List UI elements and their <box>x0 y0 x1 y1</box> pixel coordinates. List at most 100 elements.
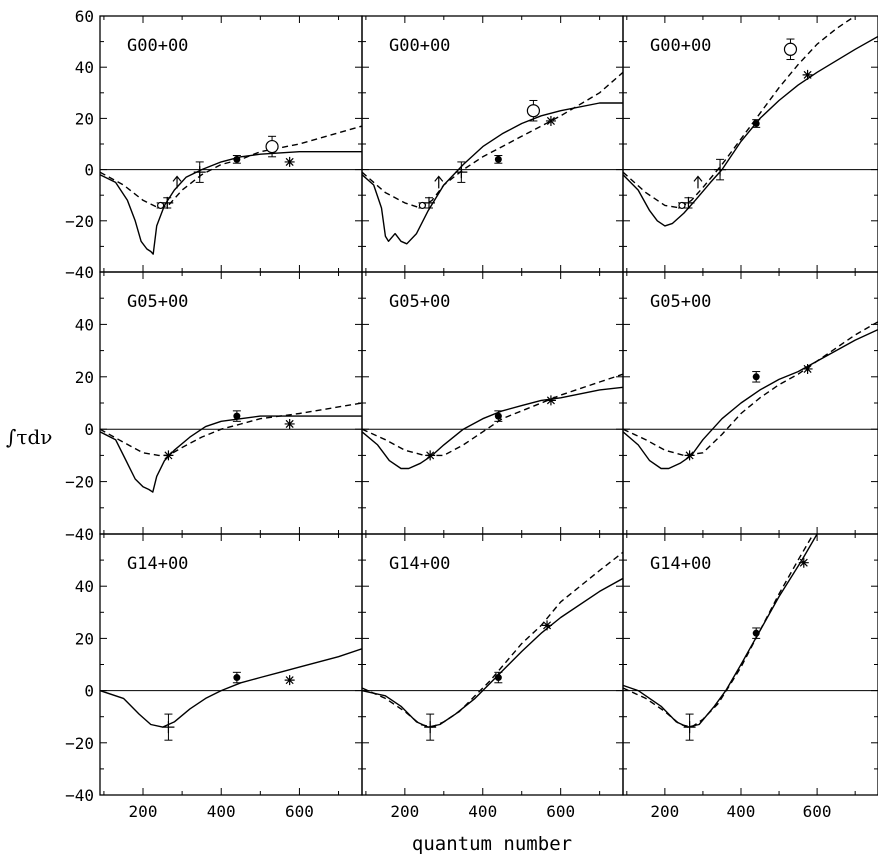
y-tick-label: −20 <box>65 212 94 231</box>
x-tick-label: 400 <box>207 802 236 821</box>
y-tick-label: 0 <box>84 682 94 701</box>
marker-star <box>802 69 813 80</box>
marker-plus <box>193 166 206 179</box>
panel-label: G05+00 <box>389 292 450 312</box>
y-tick-label: 40 <box>75 577 94 596</box>
y-tick-label: −20 <box>65 473 94 492</box>
marker-star <box>284 418 295 429</box>
x-tick-label: 400 <box>727 802 756 821</box>
y-tick-label: 20 <box>75 109 94 128</box>
panel-label: G05+00 <box>127 292 188 312</box>
panel-1-1: G05+00 <box>361 271 624 535</box>
marker-filled-circle <box>752 373 760 381</box>
model-curve-dashed <box>623 534 814 728</box>
marker-open-circle <box>678 201 686 210</box>
y-tick-label: 40 <box>75 315 94 334</box>
panel-label: G14+00 <box>389 554 450 574</box>
y-tick-label: −20 <box>65 734 94 753</box>
panel-label: G00+00 <box>127 36 188 56</box>
marker-plus <box>682 196 695 209</box>
marker-plus <box>714 163 727 176</box>
panel-label: G14+00 <box>127 554 188 574</box>
marker-plus <box>424 721 437 734</box>
panel-0-0: G00+00 <box>99 15 363 273</box>
panel-curves <box>623 321 878 470</box>
y-tick-label: −40 <box>65 786 94 805</box>
x-tick-label: 200 <box>650 802 679 821</box>
model-curve-solid <box>623 534 818 728</box>
y-tick-label: 20 <box>75 368 94 387</box>
model-curve-dashed <box>362 71 623 209</box>
marker-open-circle <box>418 201 426 210</box>
y-tick-label: 40 <box>75 58 94 77</box>
y-tick-label: −40 <box>65 525 94 544</box>
model-curve-dashed <box>100 402 362 457</box>
panel-0-2: G00+00 <box>622 15 878 273</box>
panels: G00+00 −40 −20 0 20 40 60 G00+00 G00+00 G05+00 −40… <box>65 7 878 821</box>
x-tick-label: 600 <box>803 802 832 821</box>
marker-open-circle <box>157 201 165 210</box>
panel-curves <box>623 534 818 741</box>
panel-curves <box>623 16 878 227</box>
panel-label: G14+00 <box>650 554 711 574</box>
y-tick-label: 60 <box>75 7 94 26</box>
marker-open-circle <box>265 139 279 154</box>
panel-curves <box>362 551 623 741</box>
panel-curves <box>100 125 362 255</box>
y-tick-label: 0 <box>84 161 94 180</box>
marker-plus <box>162 721 175 734</box>
model-curve-solid <box>362 102 623 245</box>
model-curve-dashed <box>362 373 623 457</box>
panel-2-0: G14+00 <box>99 533 363 796</box>
panel-curves <box>362 373 623 470</box>
x-tick-label: 200 <box>390 802 419 821</box>
marker-star <box>284 156 295 167</box>
marker-open-circle <box>783 42 798 56</box>
panel-label: G00+00 <box>389 36 450 56</box>
marker-filled-circle <box>233 155 241 163</box>
model-curve-solid <box>100 415 362 493</box>
marker-star <box>545 115 556 126</box>
marker-star <box>284 675 295 686</box>
marker-open-circle <box>526 104 541 118</box>
marker-filled-circle <box>233 412 241 420</box>
marker-plus <box>455 166 468 179</box>
marker-star <box>798 557 809 568</box>
model-curve-solid <box>362 386 623 470</box>
marker-star <box>802 363 813 374</box>
x-tick-label: 200 <box>129 802 158 821</box>
panel-curves <box>362 71 623 245</box>
y-tick-label: 0 <box>84 420 94 439</box>
model-curve-solid <box>623 35 878 227</box>
x-tick-label: 600 <box>285 802 314 821</box>
marker-filled-circle <box>494 155 502 163</box>
marker-star <box>684 450 695 461</box>
panel-label: G00+00 <box>650 36 711 56</box>
marker-filled-circle <box>494 674 502 682</box>
marker-arrow-up <box>172 175 182 189</box>
marker-star <box>425 450 436 461</box>
panel-curves <box>100 648 362 741</box>
model-curve-solid <box>100 648 362 728</box>
marker-star <box>542 620 553 631</box>
marker-filled-circle <box>494 412 502 420</box>
panel-0-1: G00+00 <box>361 15 624 273</box>
panel-curves <box>100 402 362 493</box>
x-axis-title: quantum number <box>412 833 572 855</box>
y-tick-label: 20 <box>75 629 94 648</box>
panel-1-2: G05+00 <box>622 271 878 535</box>
y-axis-title: ∫τdν <box>6 425 52 449</box>
marker-filled-circle <box>752 629 760 637</box>
marker-plus <box>161 196 174 209</box>
panel-1-0: G05+00 <box>99 271 363 535</box>
marker-star <box>163 450 174 461</box>
model-curve-solid <box>362 577 623 728</box>
y-tick-label: −40 <box>65 263 94 282</box>
panel-2-2: G14+00 <box>622 533 878 796</box>
x-tick-label: 400 <box>468 802 497 821</box>
model-curve-solid <box>100 151 362 255</box>
model-curve-dashed <box>623 16 856 209</box>
model-curve-dashed <box>623 321 878 457</box>
model-curve-dashed <box>362 551 623 728</box>
